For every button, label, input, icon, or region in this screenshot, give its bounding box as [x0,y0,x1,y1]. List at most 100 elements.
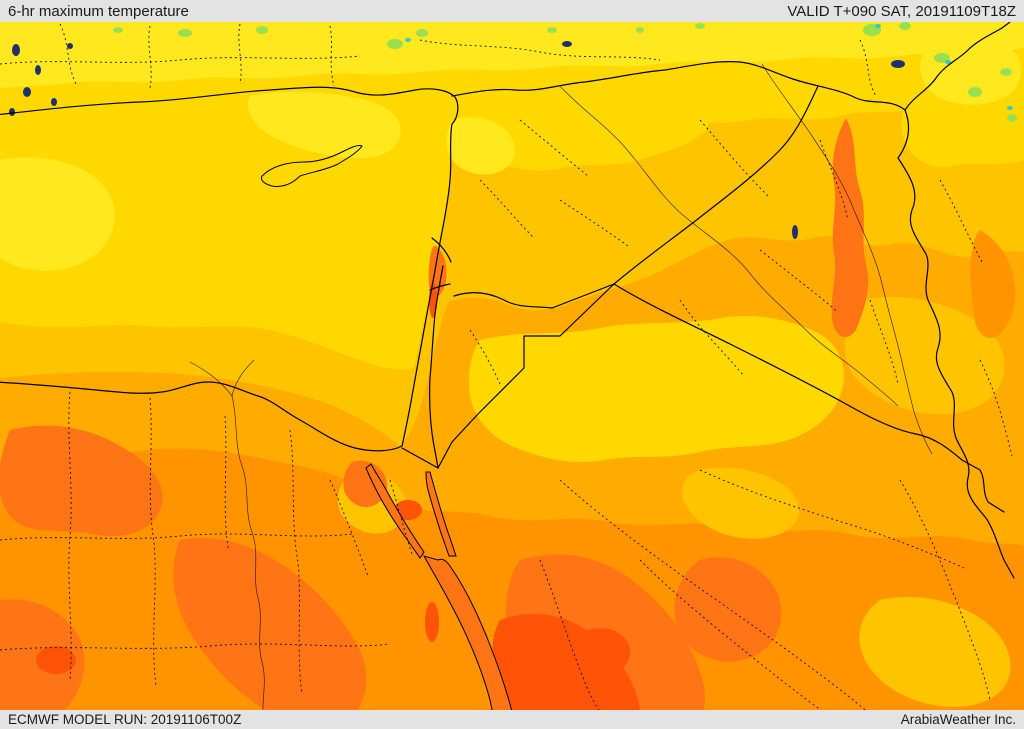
admin-boundary [819,139,849,221]
temp-hot-suez-spot [343,460,388,508]
admin-boundary [289,429,303,695]
lake-van [891,60,905,68]
temp-hottest-saudi-core [570,628,630,676]
cold-speck-navy [12,44,20,56]
cold-speck-navy [51,98,57,106]
model-run-label: ECMWF MODEL RUN: 20191106T00Z [8,712,242,727]
cool-specks [9,22,1017,122]
temp-hottest-redsea-coast [425,602,439,642]
admin-boundary [519,119,589,177]
temp-region-top-bright [0,22,1024,88]
brand-label: ArabiaWeather Inc. [900,712,1016,727]
cold-speck-navy [9,108,15,116]
gulf-of-suez [365,463,425,559]
temperature-map-svg [0,22,1024,710]
cool-speck-green [256,26,268,34]
cool-speck-green [387,39,403,49]
cool-speck-cyan [945,60,951,64]
cool-speck-green [934,53,950,63]
admin-boundary [699,469,965,569]
cyprus-island [261,145,363,187]
temp-hot-upper-egypt [173,537,367,710]
temp-patch-se-iraq-gold [844,296,1005,415]
admin-boundary [559,199,629,247]
mediterranean-coastline [0,86,459,452]
admin-boundary [224,415,229,549]
map-header-bar: 6-hr maximum temperature VALID T+090 SAT… [0,0,1024,22]
nile-delta-branch-west [189,361,233,397]
map-footer-bar: ECMWF MODEL RUN: 20191106T00Z ArabiaWeat… [0,710,1024,729]
cool-speck-green [968,87,982,97]
red-sea [422,555,513,710]
border-wadi-araba [429,313,439,469]
water-and-islands [261,41,905,710]
temp-patch-west-sea-bright [0,157,115,271]
border-israel-egypt [401,447,439,469]
admin-boundary [469,329,501,385]
border-syria-iraq [613,85,819,285]
temp-hottest-sw-spot [36,646,76,674]
tigris-river [761,63,933,455]
cool-speck-green [636,27,644,33]
border-lebanon-south [429,283,451,291]
cool-speck-green [899,22,911,30]
border-jordan-river [434,265,444,315]
cool-speck-green [416,29,428,37]
lake-tuz [562,41,572,47]
cool-speck-green [1007,114,1017,122]
temp-fill-layers [0,22,1024,710]
cool-speck-green [178,29,192,37]
admin-boundary [559,479,866,710]
cool-speck-cyan [875,24,881,28]
cold-speck-navy [67,43,73,49]
border-turkey-syria-iraq [451,61,906,111]
gulf-of-aqaba [425,471,457,557]
cool-speck-green [547,27,557,33]
temp-patch-mid-saudi-gold [682,467,799,539]
temp-patch-nw-syria-bright [446,117,515,175]
border-jordan-saudi [437,283,615,469]
euphrates-river [559,85,899,407]
temp-region-jordan-yellow [468,315,844,463]
admin-boundary [479,179,535,239]
admin-boundary [419,39,661,61]
valid-time-label: VALID T+090 SAT, 20191109T18Z [787,2,1016,20]
admin-boundaries [0,23,1013,710]
map-canvas [0,22,1024,710]
border-jordan-iraq [551,283,615,309]
temp-hot-egypt-west [0,425,163,537]
admin-boundary [759,249,839,313]
cold-speck-navy [35,65,41,75]
rivers [189,63,933,710]
temp-region-mediterranean-yellow [0,104,453,370]
temp-hot-saudi-mid [674,557,782,662]
admin-boundary [679,299,745,377]
temp-patch-cilicia-bright [248,91,401,159]
border-iraq-saudi [613,283,1005,513]
admin-boundary [869,299,899,385]
admin-boundary [59,23,77,85]
cool-speck-cyan [1007,106,1013,110]
temp-patch-bottom-right-gold [859,596,1011,707]
temp-region-north-syria-yellow [450,78,717,171]
admin-boundary [699,119,769,197]
temp-hottest-core-south [492,613,640,710]
coastlines-and-borders [0,22,1015,579]
border-iran-west [897,109,1015,579]
border-lebanon-north [431,237,452,263]
admin-boundary [0,533,353,541]
cool-speck-green [695,23,705,29]
admin-boundary [859,39,877,97]
admin-boundary [0,643,391,651]
cold-speck-navy [23,87,31,97]
admin-boundary [0,55,361,65]
map-title: 6-hr maximum temperature [8,2,189,20]
temp-warm-right-edge [970,230,1016,338]
admin-boundary [979,359,1013,457]
border-turkey-iran-north [904,22,1011,111]
admin-boundary [389,479,413,555]
cool-speck-green [113,27,123,33]
temp-hot-zagros-sliver [831,118,869,338]
lake-tharthar [792,225,798,239]
